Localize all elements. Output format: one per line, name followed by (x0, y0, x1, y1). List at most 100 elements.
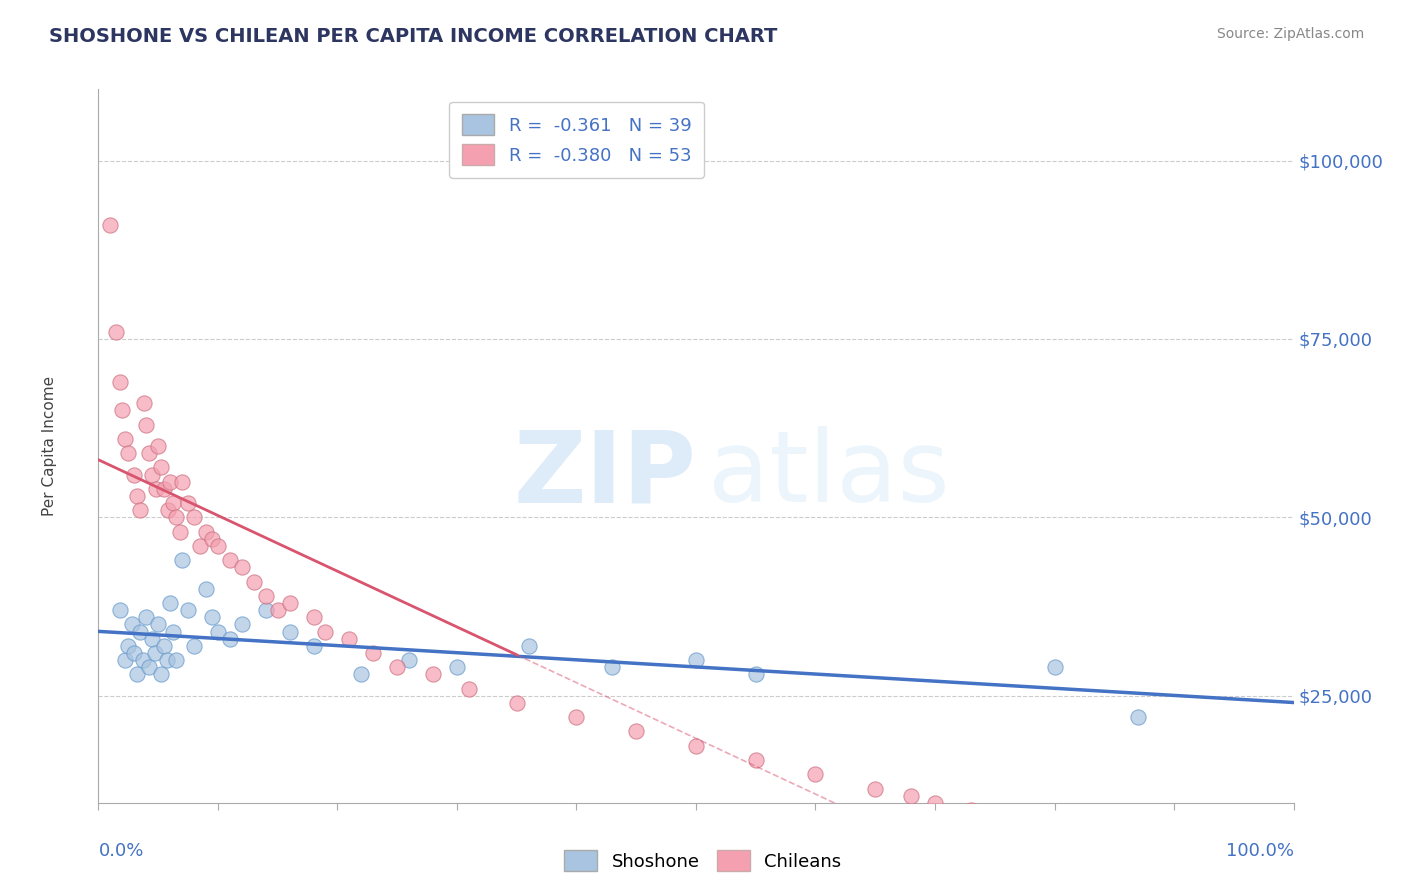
Text: ZIP: ZIP (513, 426, 696, 523)
Point (169, 524, 191, 539)
Point (207, 539, 229, 553)
Point (131, 653, 153, 667)
Point (108, 603, 131, 617)
Point (302, 610, 325, 624)
Point (315, 624, 337, 639)
Point (145, 482, 167, 496)
Point (506, 696, 529, 710)
Point (111, 403, 134, 417)
Point (517, 639, 540, 653)
Point (201, 610, 224, 624)
Point (960, 803, 983, 817)
Point (165, 653, 187, 667)
Point (177, 496, 200, 510)
Point (195, 582, 218, 596)
Point (117, 639, 139, 653)
Point (183, 639, 205, 653)
Point (339, 632, 361, 646)
Text: Per Capita Income: Per Capita Income (42, 376, 56, 516)
Point (138, 660, 160, 674)
Point (626, 724, 648, 739)
Point (159, 596, 181, 610)
Point (132, 396, 155, 410)
Point (602, 660, 624, 674)
Point (195, 524, 218, 539)
Point (162, 624, 184, 639)
Point (129, 624, 152, 639)
Point (385, 660, 409, 674)
Point (565, 710, 588, 724)
Point (745, 667, 768, 681)
Point (188, 539, 211, 553)
Point (153, 482, 176, 496)
Point (900, 789, 922, 803)
Point (254, 589, 277, 603)
Point (98, 218, 122, 232)
Point (422, 667, 444, 681)
Point (278, 624, 301, 639)
Point (141, 467, 163, 482)
Point (231, 617, 253, 632)
Point (1128, 710, 1150, 724)
Point (125, 489, 148, 503)
Point (165, 510, 187, 524)
Point (155, 653, 177, 667)
Point (124, 467, 146, 482)
Text: 100.0%: 100.0% (1226, 842, 1294, 860)
Point (201, 532, 224, 546)
Point (207, 624, 229, 639)
Point (177, 603, 200, 617)
Point (156, 503, 179, 517)
Point (804, 767, 827, 781)
Point (105, 325, 128, 339)
Point (363, 646, 385, 660)
Point (114, 653, 136, 667)
Point (108, 375, 131, 389)
Text: Source: ZipAtlas.com: Source: ZipAtlas.com (1216, 27, 1364, 41)
Point (219, 632, 242, 646)
Point (162, 496, 184, 510)
Point (267, 603, 290, 617)
Point (148, 617, 170, 632)
Point (153, 639, 176, 653)
Legend: Shoshone, Chileans: Shoshone, Chileans (557, 843, 849, 879)
Point (219, 553, 242, 567)
Point (135, 610, 157, 624)
Point (254, 603, 277, 617)
Point (865, 781, 887, 796)
Point (350, 667, 373, 681)
Legend: R =  -0.361   N = 39, R =  -0.380   N = 53: R = -0.361 N = 39, R = -0.380 N = 53 (449, 102, 704, 178)
Point (172, 553, 194, 567)
Point (172, 475, 194, 489)
Point (138, 446, 160, 460)
Point (149, 667, 172, 681)
Point (924, 796, 946, 810)
Point (984, 810, 1007, 824)
Point (398, 653, 420, 667)
Point (458, 681, 481, 696)
Point (125, 667, 148, 681)
Point (745, 753, 768, 767)
Point (1043, 660, 1066, 674)
Point (117, 446, 139, 460)
Point (159, 475, 181, 489)
Point (129, 503, 152, 517)
Point (685, 739, 707, 753)
Point (148, 439, 170, 453)
Point (124, 646, 146, 660)
Text: SHOSHONE VS CHILEAN PER CAPITA INCOME CORRELATION CHART: SHOSHONE VS CHILEAN PER CAPITA INCOME CO… (49, 27, 778, 45)
Point (114, 432, 136, 446)
Text: atlas: atlas (709, 426, 949, 523)
Point (302, 639, 325, 653)
Point (183, 510, 205, 524)
Point (231, 560, 253, 574)
Text: 0.0%: 0.0% (98, 842, 143, 860)
Point (121, 617, 143, 632)
Point (446, 660, 468, 674)
Point (149, 460, 172, 475)
Point (135, 417, 157, 432)
Point (143, 646, 166, 660)
Point (243, 574, 266, 589)
Point (685, 653, 707, 667)
Point (141, 632, 163, 646)
